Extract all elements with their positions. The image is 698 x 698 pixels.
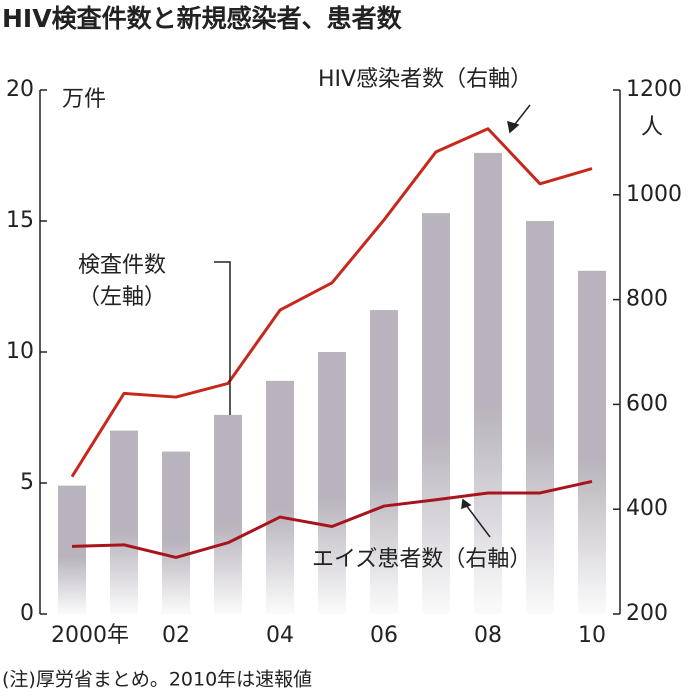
y-tick-label: 10 <box>6 339 34 364</box>
series-label-line: 検査件数 <box>78 253 166 278</box>
y2-tick-label: 200 <box>626 601 668 626</box>
bar-fade <box>474 152 502 614</box>
y-tick-label: 15 <box>6 208 34 233</box>
y2-tick-label: 400 <box>626 496 668 521</box>
bar-fade <box>318 352 346 614</box>
leaders <box>214 104 531 538</box>
y2-tick-label: 800 <box>626 287 668 312</box>
series-label: 検査件数 （左軸） <box>78 253 166 310</box>
bar-fade <box>110 430 138 614</box>
bar-fade <box>162 451 190 614</box>
y2-tick-label: 1000 <box>626 182 682 207</box>
arrow-head <box>461 498 472 510</box>
x-tick-label: 06 <box>370 623 398 648</box>
arrow-head <box>507 120 520 134</box>
x-tick-label: 04 <box>266 623 294 648</box>
bar-fade <box>578 270 606 614</box>
x-tick-label: 08 <box>474 623 502 648</box>
line <box>71 479 593 559</box>
line <box>70 127 593 478</box>
y-tick-label: 20 <box>6 77 34 102</box>
footnote: (注)厚労省まとめ。2010年は速報値 <box>2 669 312 691</box>
x-tick-label: 02 <box>162 623 190 648</box>
y-tick-label: 5 <box>20 470 34 495</box>
chart-title: HIV検査件数と新規感染者、患者数 <box>2 4 403 33</box>
x-tick-label: 2000年 <box>51 623 129 648</box>
leader-line <box>214 261 231 415</box>
y-tick-label: 0 <box>20 601 34 626</box>
bar-fade <box>58 485 86 614</box>
series-label-line: （左軸） <box>78 285 166 310</box>
bar-fade <box>266 380 294 614</box>
bar-fade <box>526 221 554 614</box>
bar-fade <box>422 213 450 614</box>
y-unit: 万件 <box>62 87 106 112</box>
series-label: エイズ患者数（右軸） <box>312 547 531 572</box>
bar-fade <box>214 414 242 614</box>
series-label: HIV感染者数（右軸） <box>318 67 532 92</box>
y2-tick-label: 600 <box>626 391 668 416</box>
x-tick-label: 10 <box>578 623 606 648</box>
y2-tick-label: 1200 <box>626 77 682 102</box>
bar-fade <box>370 310 398 614</box>
leader-line <box>465 504 491 538</box>
y2-unit: 人 <box>641 115 663 140</box>
